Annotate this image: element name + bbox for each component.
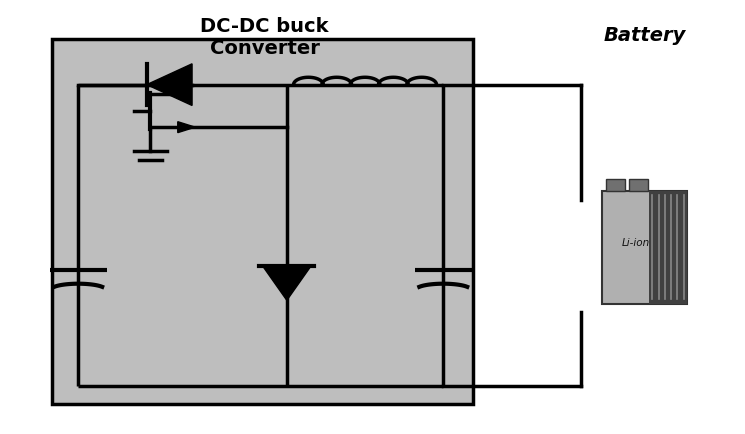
- Text: Li-ion: Li-ion: [622, 238, 650, 248]
- Bar: [649, 191, 687, 304]
- Text: DC-DC buck
Converter: DC-DC buck Converter: [200, 17, 329, 58]
- Bar: [52, 39, 473, 404]
- Bar: [601, 191, 687, 304]
- Polygon shape: [263, 266, 311, 300]
- Bar: [630, 179, 648, 191]
- Bar: [606, 179, 625, 191]
- Polygon shape: [147, 64, 192, 105]
- Polygon shape: [178, 122, 195, 133]
- Text: Battery: Battery: [603, 26, 685, 45]
